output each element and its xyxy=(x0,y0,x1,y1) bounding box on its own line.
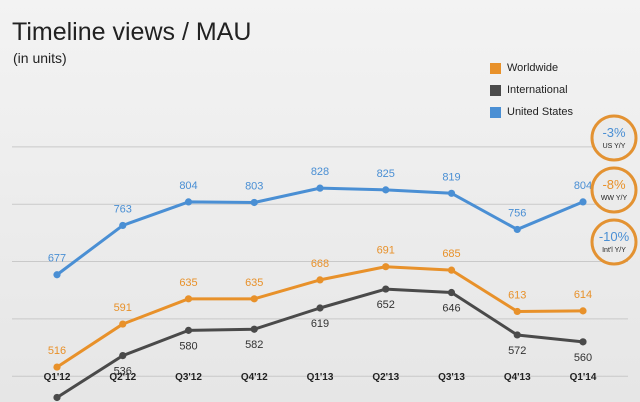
data-label-intl-q2-12: 536 xyxy=(114,366,132,378)
legend-item-worldwide: Worldwide xyxy=(490,57,573,79)
x-tick-label-q3-12: Q3'12 xyxy=(175,372,202,383)
legend-swatch-worldwide xyxy=(490,62,501,74)
point-intl-q4-12 xyxy=(250,325,258,333)
point-ww-q4-12 xyxy=(250,295,258,303)
data-label-ww-q4-13: 613 xyxy=(508,289,526,301)
data-label-intl-q4-12: 582 xyxy=(245,339,263,351)
data-label-us-q2-13: 825 xyxy=(377,168,395,180)
legend-swatch-international xyxy=(490,84,501,96)
data-label-us-q3-12: 804 xyxy=(179,180,197,192)
data-label-ww-q3-12: 635 xyxy=(179,277,197,289)
data-label-intl-q3-12: 580 xyxy=(179,340,197,352)
x-tick-label-q1-12: Q1'12 xyxy=(44,372,71,383)
data-label-us-q1-12: 677 xyxy=(48,253,66,265)
point-intl-q2-13 xyxy=(382,285,390,293)
point-us-q1-13 xyxy=(316,184,324,192)
data-label-intl-q4-13: 572 xyxy=(508,345,526,357)
legend-item-united-states: United States xyxy=(490,101,573,123)
point-ww-q1-13 xyxy=(316,276,324,284)
point-us-q3-12 xyxy=(184,198,193,206)
point-intl-q3-12 xyxy=(184,326,193,334)
yoy-label-us-y-y: US Y/Y xyxy=(603,143,626,150)
data-label-us-q4-12: 803 xyxy=(245,180,263,192)
data-label-ww-q2-12: 591 xyxy=(114,302,132,314)
point-us-q4-12 xyxy=(250,198,258,207)
point-intl-q1-12 xyxy=(53,393,61,402)
yoy-value-us-y-y: -3% xyxy=(602,125,626,140)
point-intl-q2-12 xyxy=(119,352,127,360)
yoy-label-int-l-y-y: Int'l Y/Y xyxy=(602,247,626,254)
data-label-intl-q2-13: 652 xyxy=(377,299,395,311)
chart-subtitle: (in units) xyxy=(13,50,67,66)
point-ww-q2-12 xyxy=(119,320,127,328)
data-label-ww-q2-13: 691 xyxy=(377,245,395,257)
yoy-bubble-us-y-y xyxy=(590,114,638,162)
chart-title: Timeline views / MAU xyxy=(12,18,252,46)
point-us-q1-14 xyxy=(579,198,587,206)
yoy-bubble-int-l-y-y xyxy=(590,218,638,266)
data-label-intl-q3-13: 646 xyxy=(442,303,460,315)
legend-label-worldwide: Worldwide xyxy=(507,62,559,74)
data-label-us-q1-13: 828 xyxy=(311,166,329,178)
point-ww-q1-12 xyxy=(53,363,61,371)
data-label-us-q3-13: 819 xyxy=(442,171,460,183)
yoy-value-int-l-y-y: -10% xyxy=(599,229,630,244)
data-label-ww-q1-14: 614 xyxy=(574,289,592,301)
x-tick-label-q3-13: Q3'13 xyxy=(438,372,465,383)
data-label-us-q1-14: 804 xyxy=(574,180,592,192)
point-intl-q1-14 xyxy=(579,338,587,346)
data-label-us-q2-12: 763 xyxy=(114,203,132,215)
point-ww-q3-13 xyxy=(447,266,456,274)
point-ww-q1-14 xyxy=(579,307,587,315)
data-label-intl-q1-13: 619 xyxy=(311,318,329,330)
point-ww-q3-12 xyxy=(184,295,193,303)
data-label-us-q4-13: 756 xyxy=(508,207,526,219)
data-label-intl-q1-14: 560 xyxy=(574,352,592,364)
point-intl-q4-13 xyxy=(513,331,521,339)
point-ww-q2-13 xyxy=(382,263,390,271)
point-us-q4-13 xyxy=(513,225,521,234)
yoy-value-ww-y-y: -8% xyxy=(602,177,626,192)
data-label-ww-q1-13: 668 xyxy=(311,258,329,270)
x-tick-label-q2-12: Q2'12 xyxy=(109,372,136,383)
point-intl-q3-13 xyxy=(447,288,456,297)
point-us-q1-12 xyxy=(53,271,61,279)
legend: Worldwide International United States xyxy=(490,57,573,123)
legend-label-united-states: United States xyxy=(507,106,574,118)
data-label-ww-q3-13: 685 xyxy=(442,248,460,260)
point-us-q2-12 xyxy=(119,221,127,230)
point-ww-q4-13 xyxy=(513,307,521,316)
point-intl-q1-13 xyxy=(316,304,324,312)
x-tick-label-q2-13: Q2'13 xyxy=(372,372,399,383)
x-tick-label-q4-12: Q4'12 xyxy=(241,372,268,383)
point-us-q3-13 xyxy=(447,189,456,197)
legend-swatch-united-states xyxy=(490,106,501,118)
legend-item-international: International xyxy=(490,79,573,101)
yoy-bubble-ww-y-y xyxy=(590,166,638,214)
legend-label-international: International xyxy=(507,84,568,96)
x-tick-label-q1-14: Q1'14 xyxy=(570,372,597,383)
data-label-ww-q1-12: 516 xyxy=(48,345,66,357)
x-tick-label-q4-13: Q4'13 xyxy=(504,372,531,383)
data-label-ww-q4-12: 635 xyxy=(245,277,263,289)
yoy-label-ww-y-y: WW Y/Y xyxy=(601,195,628,202)
point-us-q2-13 xyxy=(382,186,390,194)
x-tick-label-q1-13: Q1'13 xyxy=(307,372,334,383)
